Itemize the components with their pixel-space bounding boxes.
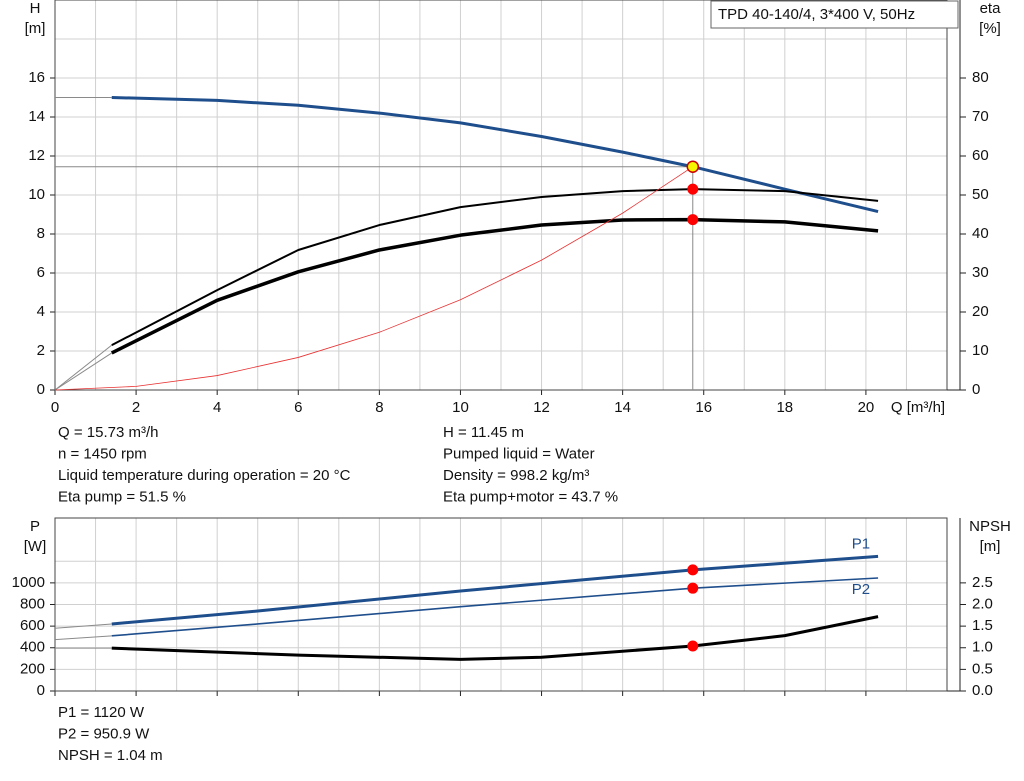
series-label: P2 xyxy=(852,581,870,598)
y2-axis-unit: [%] xyxy=(979,20,1001,37)
y-tick-label: 8 xyxy=(37,225,45,242)
x-tick-label: 16 xyxy=(695,399,712,416)
y2-axis-label: eta xyxy=(980,0,1002,17)
y-tick-label: 0 xyxy=(37,381,45,398)
y-tick-label: 4 xyxy=(37,303,45,320)
y-tick-label: 6 xyxy=(37,264,45,281)
readout: Liquid temperature during operation = 20… xyxy=(58,467,351,484)
curve xyxy=(54,635,112,641)
y-axis-unit: [W] xyxy=(24,538,47,555)
x-tick-label: 10 xyxy=(452,399,469,416)
y2-tick-label: 60 xyxy=(972,147,989,164)
y2-tick-label: 10 xyxy=(972,342,989,359)
y2-tick-label: 0.5 xyxy=(972,660,993,677)
chart-0: 0 2 4 6 8 10 12 14 16 18 20 0 2 4 6 8 10 12 14 16 0 10 20 30 40 5… xyxy=(25,0,1002,505)
operating-point xyxy=(686,160,700,173)
x-axis-label: Q [m³/h] xyxy=(891,399,945,416)
x-tick-label: 6 xyxy=(294,399,302,416)
y-tick-label: 16 xyxy=(28,69,45,86)
plot-frame xyxy=(54,517,948,692)
curve xyxy=(54,166,694,391)
y-tick-label: 10 xyxy=(28,186,45,203)
y2-tick-label: 0.0 xyxy=(972,682,993,699)
x-tick-label: 20 xyxy=(858,399,875,416)
x-tick-label: 18 xyxy=(776,399,793,416)
curve xyxy=(111,615,879,661)
operating-point xyxy=(687,183,699,195)
y-tick-label: 2 xyxy=(37,342,45,359)
readout: Eta pump = 51.5 % xyxy=(58,488,186,505)
readout: P2 = 950.9 W xyxy=(58,725,150,742)
plot-frame xyxy=(54,0,948,391)
y2-tick-label: 2.5 xyxy=(972,574,993,591)
y-axis-label: P xyxy=(30,518,40,535)
curve xyxy=(54,344,113,391)
x-tick-label: 8 xyxy=(375,399,383,416)
series-label: P1 xyxy=(852,535,870,552)
y2-tick-label: 80 xyxy=(972,69,989,86)
chart-1: 0 200 400 600 800 1000 0.0 0.5 1.0 1.5 2.0 2.5 P [W] N… xyxy=(12,517,1011,764)
y-tick-label: 12 xyxy=(28,147,45,164)
readout: NPSH = 1.04 m xyxy=(58,747,163,764)
readout: Q = 15.73 m³/h xyxy=(58,424,158,441)
y-tick-label: 200 xyxy=(20,660,45,677)
x-tick-label: 12 xyxy=(533,399,550,416)
operating-point xyxy=(687,564,699,576)
readout: n = 1450 rpm xyxy=(58,445,147,462)
y-tick-label: 400 xyxy=(20,639,45,656)
y-tick-label: 800 xyxy=(20,595,45,612)
operating-point xyxy=(687,640,699,652)
y2-tick-label: 40 xyxy=(972,225,989,242)
y-tick-label: 600 xyxy=(20,617,45,634)
curve xyxy=(110,217,879,355)
annotation: TPD 40-140/4, 3*400 V, 50Hz xyxy=(718,6,915,23)
y2-tick-label: 1.5 xyxy=(972,617,993,634)
y2-tick-label: 1.0 xyxy=(972,639,993,656)
y-axis-label: H xyxy=(30,0,41,17)
x-tick-label: 2 xyxy=(132,399,140,416)
curve xyxy=(111,96,879,214)
y2-tick-label: 20 xyxy=(972,303,989,320)
y-tick-label: 1000 xyxy=(12,574,45,591)
curve xyxy=(111,188,879,347)
x-tick-label: 4 xyxy=(213,399,221,416)
annotation-box xyxy=(710,0,959,29)
y2-tick-label: 50 xyxy=(972,186,989,203)
y2-tick-label: 30 xyxy=(972,264,989,281)
curve xyxy=(111,577,879,637)
curve xyxy=(54,352,113,391)
y2-axis-unit: [m] xyxy=(980,538,1001,555)
y-axis-unit: [m] xyxy=(25,20,46,37)
readout: H = 11.45 m xyxy=(443,424,524,441)
y-tick-label: 0 xyxy=(37,682,45,699)
readout: Pumped liquid = Water xyxy=(443,445,595,462)
y2-tick-label: 0 xyxy=(972,381,980,398)
y2-tick-label: 70 xyxy=(972,108,989,125)
x-tick-label: 0 xyxy=(51,399,59,416)
curve xyxy=(54,623,112,629)
readout: P1 = 1120 W xyxy=(58,704,145,721)
x-tick-label: 14 xyxy=(614,399,631,416)
readout: Density = 998.2 kg/m³ xyxy=(443,467,589,484)
readout: Eta pump+motor = 43.7 % xyxy=(443,488,618,505)
y-tick-label: 14 xyxy=(28,108,45,125)
operating-point xyxy=(687,214,699,226)
operating-point xyxy=(687,582,699,594)
curve xyxy=(111,554,879,626)
y2-tick-label: 2.0 xyxy=(972,595,993,612)
y2-axis-label: NPSH xyxy=(969,518,1011,535)
